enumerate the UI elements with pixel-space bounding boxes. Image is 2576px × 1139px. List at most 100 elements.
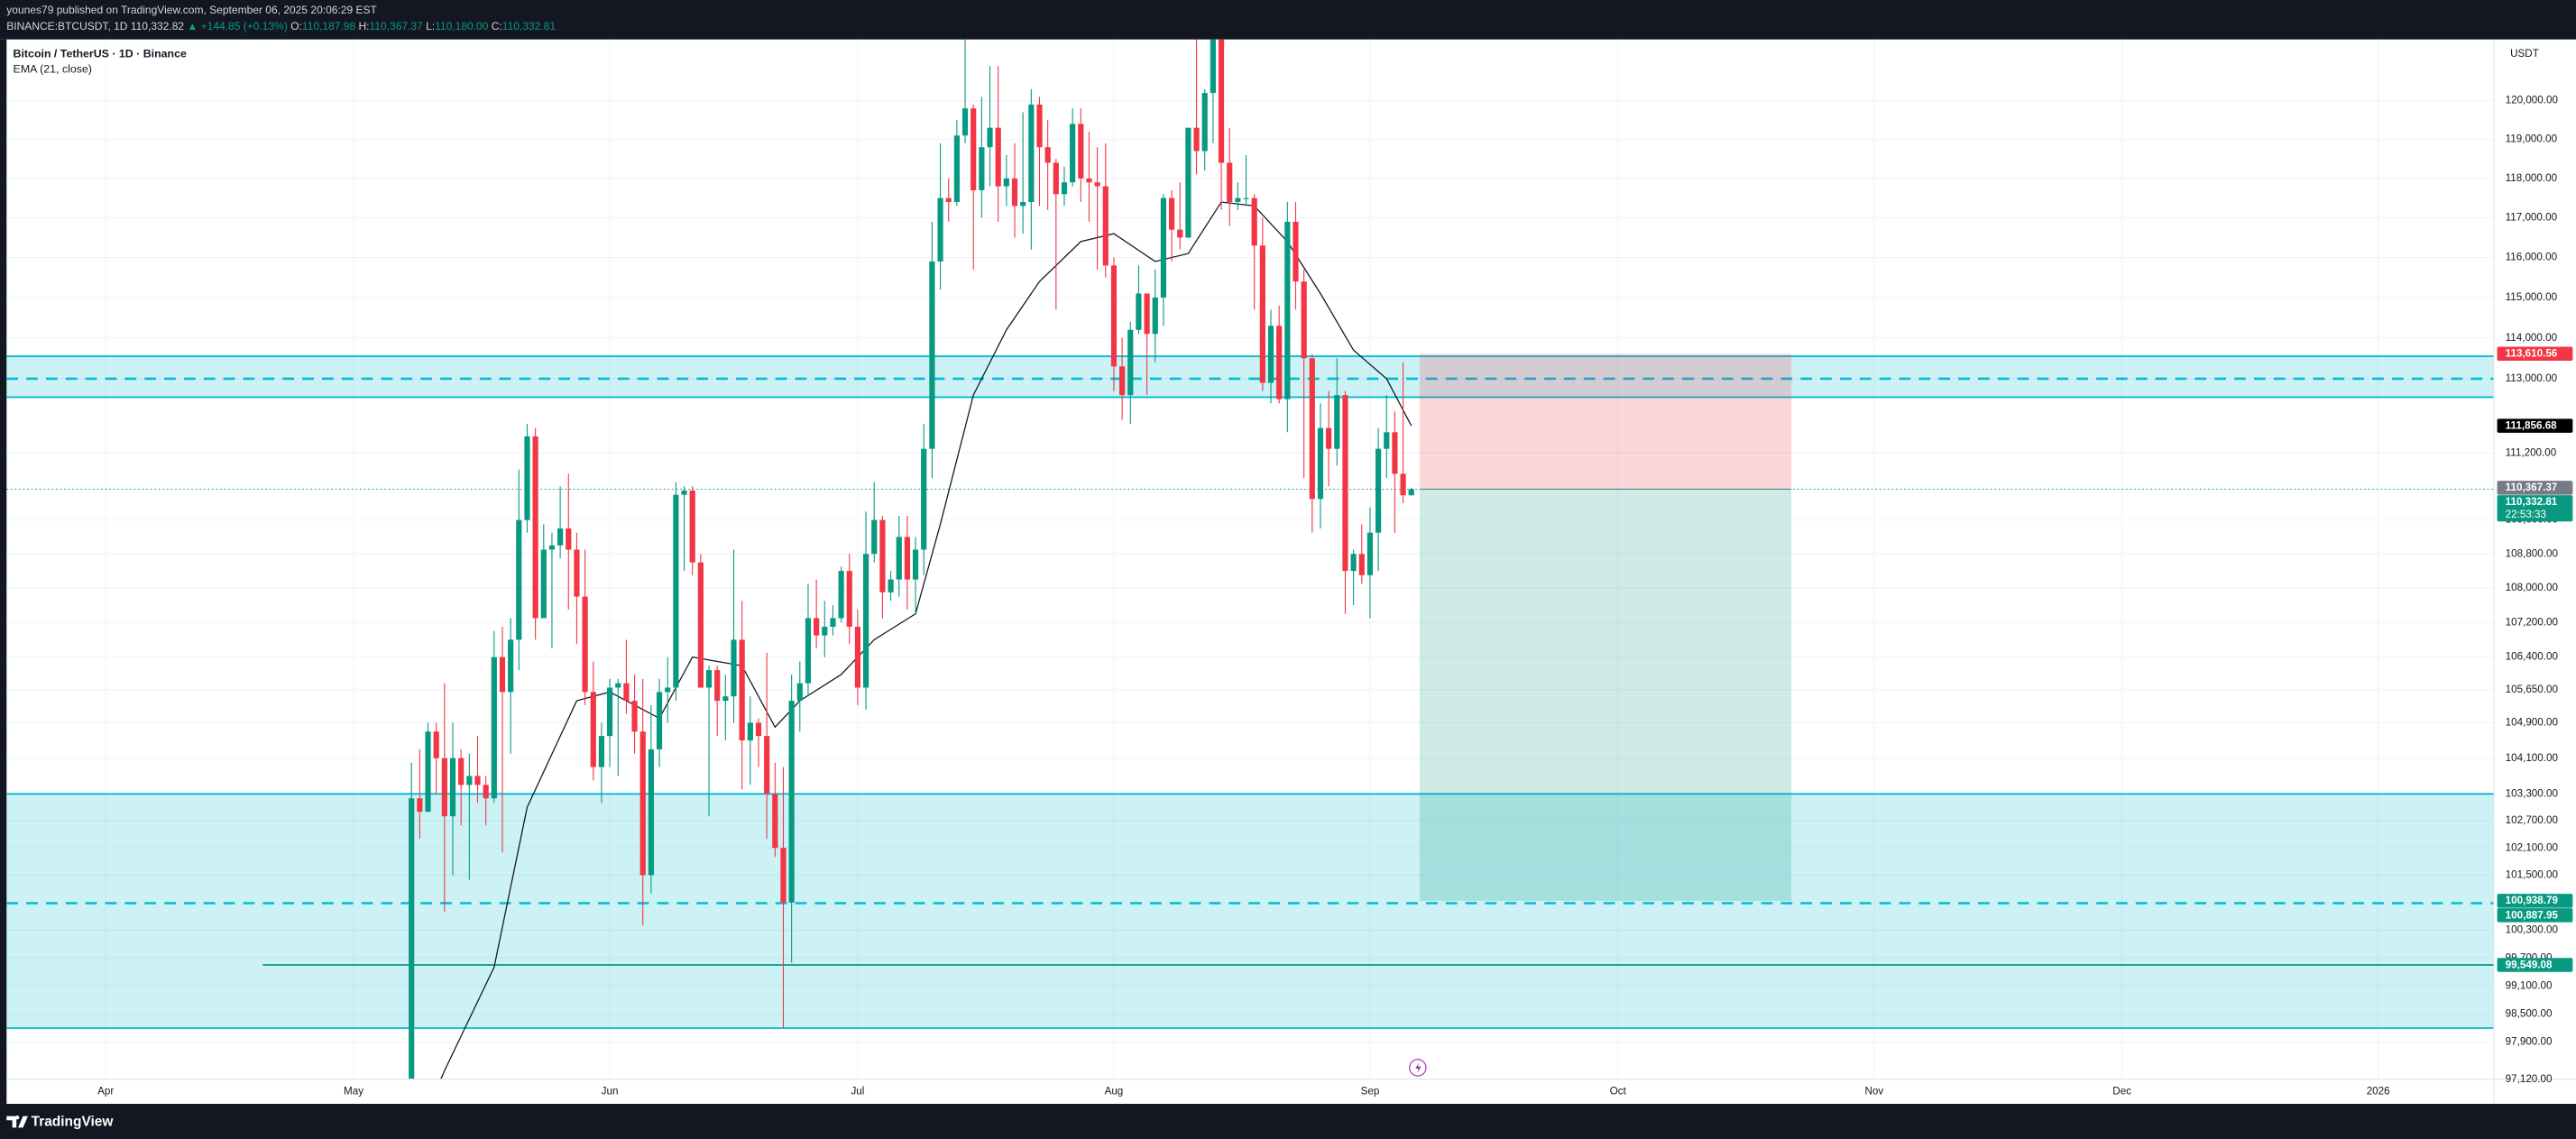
candle-body <box>1309 358 1315 500</box>
candle-body <box>714 670 721 702</box>
target-area <box>1419 489 1792 901</box>
candle-body <box>1293 221 1299 282</box>
candle-body <box>648 749 654 876</box>
y-tick-label: 102,100.00 <box>2506 841 2559 853</box>
candle-body <box>722 696 729 702</box>
price-badge <box>2497 894 2573 908</box>
candle-body <box>1243 197 1249 199</box>
candle-body <box>788 701 795 903</box>
candle-body <box>409 798 415 1079</box>
candle-body <box>433 731 439 758</box>
ohlc-value: 110,187.98 <box>302 20 356 32</box>
stop-area <box>1419 354 1792 490</box>
ohlc-key: O: <box>290 20 302 32</box>
candle-body <box>1102 186 1109 266</box>
candle-body <box>689 490 695 563</box>
candle-body <box>1070 124 1076 183</box>
candle-body <box>822 626 828 636</box>
candle-body <box>979 147 985 190</box>
y-tick-label: 106,400.00 <box>2506 651 2559 663</box>
candle-body <box>953 135 960 203</box>
price-badge-label: 110,332.81 <box>2506 496 2558 508</box>
alert-icon[interactable] <box>1409 1059 1427 1077</box>
y-tick-label: 104,100.00 <box>2506 752 2559 764</box>
x-tick-label: Oct <box>1610 1085 1627 1097</box>
candle-body <box>912 549 919 580</box>
candle-body <box>805 618 812 684</box>
zone <box>6 794 2494 1028</box>
footer-bar <box>0 1104 2576 1139</box>
y-tick-label: 102,700.00 <box>2506 814 2559 826</box>
candle-body <box>937 197 943 262</box>
candle-body <box>1267 326 1274 383</box>
candle-body <box>1251 197 1257 246</box>
candle-body <box>1400 473 1406 496</box>
price-badge-label: 100,938.79 <box>2506 895 2559 906</box>
candle-body <box>1210 39 1216 94</box>
candle-body <box>1276 326 1283 400</box>
candle-body <box>1235 197 1241 203</box>
ema-line <box>440 201 1412 1079</box>
candle-body <box>888 579 894 592</box>
candle-body <box>705 670 713 688</box>
countdown: 22:53:33 <box>2506 509 2546 520</box>
x-tick-label: Nov <box>1864 1085 1883 1097</box>
candle-body <box>1408 489 1414 496</box>
price-badge-label: 110,367.37 <box>2506 482 2558 493</box>
y-tick-label: 101,500.00 <box>2506 869 2559 881</box>
candle-body <box>548 545 556 550</box>
candle-body <box>879 519 886 592</box>
y-tick-label: 105,650.00 <box>2506 684 2559 695</box>
candle-body <box>1053 162 1059 195</box>
y-tick-label: 113,000.00 <box>2506 372 2558 384</box>
ohlc-value: 110,332.81 <box>502 20 557 32</box>
candle-body <box>796 683 803 702</box>
candle-body <box>449 758 456 817</box>
candle-body <box>814 618 820 636</box>
candle-body <box>1028 104 1035 203</box>
price-badge-label: 100,887.95 <box>2506 909 2559 921</box>
x-tick-label: Jul <box>851 1085 864 1097</box>
y-tick-label: 103,300.00 <box>2506 787 2559 799</box>
candle-body <box>929 261 935 449</box>
candle-body <box>1358 554 1365 575</box>
candle-body <box>590 692 596 767</box>
candle-body <box>1020 202 1026 207</box>
y-tick-label: 100,300.00 <box>2506 924 2559 936</box>
y-tick-label: 111,200.00 <box>2506 446 2557 458</box>
candle-body <box>1127 329 1134 396</box>
candle-body <box>896 537 902 580</box>
candle-body <box>971 108 977 190</box>
y-tick-label: 108,800.00 <box>2506 547 2559 559</box>
candle-body <box>639 731 646 876</box>
y-tick-label: 118,000.00 <box>2506 172 2558 184</box>
ema-legend: EMA (21, close) <box>14 63 92 76</box>
candle-body <box>483 785 489 799</box>
candle-body <box>1350 554 1357 572</box>
x-tick-label: Aug <box>1105 1085 1124 1097</box>
candle-body <box>1227 162 1233 203</box>
candle-body <box>508 639 514 693</box>
grid <box>6 39 2494 1080</box>
candle-body <box>1152 297 1158 335</box>
candle-body <box>540 549 547 619</box>
candle-body <box>1119 366 1126 396</box>
left-border <box>0 39 7 1105</box>
candle-body <box>854 626 861 688</box>
candle-body <box>1218 39 1225 163</box>
candle-body <box>871 519 878 555</box>
candle-body <box>665 687 671 693</box>
x-tick-label: 2026 <box>2367 1085 2390 1097</box>
candle-body <box>1168 197 1175 230</box>
y-tick-label: 116,000.00 <box>2506 252 2558 263</box>
candle-body <box>1094 182 1100 187</box>
price-badge-label: 113,610.56 <box>2506 348 2558 360</box>
candle-body <box>1185 127 1191 238</box>
price: 110,332.82 <box>131 20 185 32</box>
candle-body <box>1003 178 1009 187</box>
candle-body <box>615 683 621 688</box>
ohlc-key: L: <box>426 20 435 32</box>
candle-body <box>838 571 844 619</box>
price-badge <box>2497 495 2573 522</box>
